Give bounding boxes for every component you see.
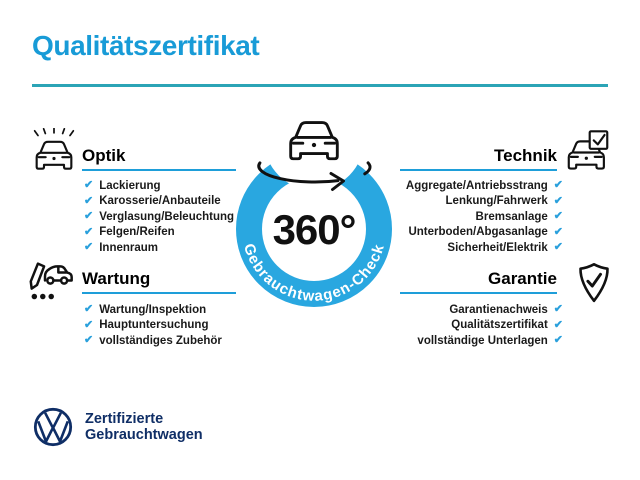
- degree-label: 360°: [273, 206, 356, 253]
- section-title-garantie: Garantie: [488, 269, 557, 288]
- check-icon: ✔: [553, 241, 563, 254]
- list-item: Qualitätszertifikat ✔: [417, 318, 563, 334]
- item-label: Bremsanlage: [475, 210, 548, 223]
- list-item: Aggregate/Antriebsstrang ✔: [406, 178, 563, 194]
- brand-line-2: Gebrauchtwagen: [85, 426, 203, 443]
- brand-line-1: Zertifizierte: [85, 411, 164, 427]
- list-item: Sicherheit/Elektrik ✔: [406, 240, 563, 256]
- shine-rays: [33, 128, 75, 137]
- list-item: ✔ Innenraum: [84, 240, 234, 256]
- list-item: ✔ Hauptuntersuchung: [84, 318, 222, 334]
- item-label: Lenkung/Fahrwerk: [445, 195, 548, 208]
- title-divider: [32, 84, 608, 87]
- brand-text: Zertifizierte Gebrauchtwagen: [85, 411, 203, 443]
- section-title-technik: Technik: [494, 146, 557, 165]
- ring-notch: [264, 113, 364, 190]
- list-item: vollständige Unterlagen ✔: [417, 333, 563, 349]
- list-item: Garantienachweis ✔: [417, 302, 563, 318]
- item-label: Innenraum: [99, 241, 159, 254]
- check-icon: ✔: [84, 179, 94, 192]
- section-title-wartung: Wartung: [82, 269, 151, 288]
- checklist-technik: Aggregate/Antriebsstrang ✔ Lenkung/Fahrwe…: [406, 178, 563, 256]
- shield-shape: [579, 263, 609, 303]
- list-item: ✔ Verglasung/Beleuchtung: [84, 209, 234, 225]
- service-checklist-icon: [29, 262, 73, 300]
- item-label: Garantienachweis: [449, 303, 548, 316]
- check-icon: ✔: [84, 210, 94, 223]
- section-underline-wartung: [82, 292, 236, 294]
- item-label: Sicherheit/Elektrik: [447, 241, 548, 254]
- check-icon: ✔: [84, 303, 94, 316]
- item-label: Lackierung: [99, 179, 161, 192]
- list-item: ✔ vollständiges Zubehör: [84, 333, 222, 349]
- check-icon: ✔: [84, 334, 94, 347]
- vw-logo: [33, 407, 73, 447]
- check-icon: ✔: [84, 194, 94, 207]
- item-label: Felgen/Reifen: [99, 226, 175, 239]
- section-underline-garantie: [400, 292, 557, 294]
- car-checkbox-icon: [567, 130, 609, 170]
- check-icon: ✔: [84, 225, 94, 238]
- checklist-garantie: Garantienachweis ✔ Qualitätszertifikat ✔ v…: [417, 302, 563, 349]
- list-item: Unterboden/Abgasanlage ✔: [406, 225, 563, 241]
- item-label: vollständiges Zubehör: [99, 334, 222, 347]
- car-side-shape: [43, 265, 73, 282]
- check-icon: ✔: [553, 194, 563, 207]
- item-label: Verglasung/Beleuchtung: [99, 210, 235, 223]
- checklist-optik: ✔ Lackierung ✔ Karosserie/Anbauteile ✔ Verg…: [84, 178, 234, 256]
- list-item: ✔ Wartung/Inspektion: [84, 302, 222, 318]
- check-icon: ✔: [553, 179, 563, 192]
- item-label: Hauptuntersuchung: [99, 319, 209, 332]
- shield-check-icon: [579, 263, 609, 303]
- check-icon: ✔: [553, 225, 563, 238]
- car-shine-icon: [33, 128, 75, 170]
- checklist-wartung: ✔ Wartung/Inspektion ✔ Hauptuntersuchung ✔…: [84, 302, 222, 349]
- rotation-arrow-icon: [257, 161, 372, 191]
- badge-360: 360° Gebrauchtwagen-Check: [236, 113, 392, 307]
- pen-shape: [29, 262, 46, 290]
- list-item: ✔ Lackierung: [84, 178, 234, 194]
- item-label: Unterboden/Abgasanlage: [408, 226, 548, 239]
- check-icon: ✔: [553, 210, 563, 223]
- page-title: Qualitätszertifikat: [32, 30, 260, 61]
- check-icon: ✔: [553, 318, 563, 331]
- item-label: Karosserie/Anbauteile: [99, 195, 221, 208]
- list-item: ✔ Karosserie/Anbauteile: [84, 194, 234, 210]
- section-title-optik: Optik: [82, 146, 126, 165]
- list-item: ✔ Felgen/Reifen: [84, 225, 234, 241]
- check-icon: ✔: [553, 334, 563, 347]
- check-icon: ✔: [84, 318, 94, 331]
- list-item: Lenkung/Fahrwerk ✔: [406, 194, 563, 210]
- check-icon: ✔: [84, 241, 94, 254]
- item-label: Wartung/Inspektion: [99, 303, 207, 316]
- section-underline-optik: [82, 169, 236, 171]
- item-label: Qualitätszertifikat: [451, 319, 548, 332]
- check-icon: ✔: [553, 303, 563, 316]
- item-label: vollständige Unterlagen: [417, 334, 548, 347]
- list-item: Bremsanlage ✔: [406, 209, 563, 225]
- section-underline-technik: [400, 169, 557, 171]
- item-label: Aggregate/Antriebsstrang: [405, 179, 548, 192]
- list-dots: [31, 293, 54, 300]
